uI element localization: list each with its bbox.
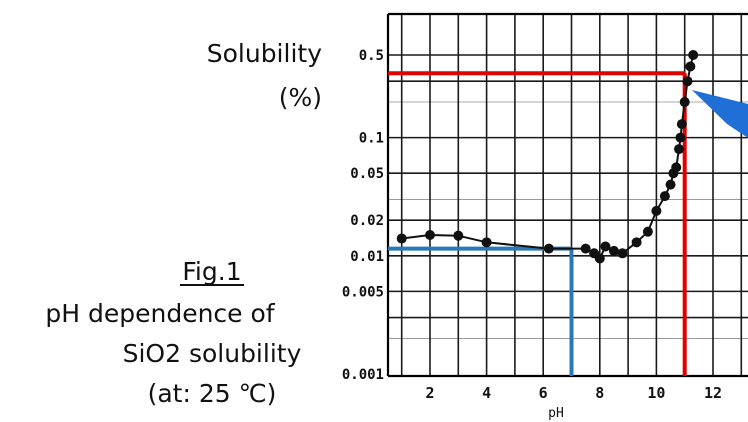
caption-line-2: SiO2 solubility (123, 339, 302, 368)
y-tick-label: 0.02 (350, 213, 384, 229)
caption-fig-label: Fig.1 (182, 257, 241, 286)
data-point (631, 237, 642, 248)
y-tick-label: 0.1 (359, 131, 384, 147)
callout-arrow-icon (692, 90, 748, 138)
y-tick-label: 0.05 (350, 166, 384, 182)
data-point (659, 191, 670, 202)
data-point (600, 241, 611, 252)
data-point (453, 230, 464, 241)
x-tick-labels: 2 4 6 8 10 12 (425, 384, 722, 402)
x-axis-label: pH (548, 406, 564, 421)
data-point (674, 144, 685, 155)
y-tick-labels: 0.5 0.1 0.05 0.02 0.01 0.005 0.001 (342, 48, 384, 383)
x-tick-label: 2 (425, 384, 434, 402)
data-point (580, 243, 591, 254)
data-point (425, 229, 435, 240)
caption-line-1: pH dependence of (45, 299, 275, 328)
x-tick-label: 4 (482, 384, 491, 402)
y-tick-label: 0.005 (342, 284, 384, 300)
data-point (543, 243, 554, 254)
data-point (665, 179, 676, 190)
data-point (671, 162, 682, 173)
y-tick-label: 0.01 (350, 249, 384, 265)
data-point (608, 245, 619, 256)
data-point (651, 205, 662, 216)
y-axis-title-line-1: Solubility (207, 39, 322, 68)
y-tick-label: 0.001 (342, 367, 384, 383)
data-point (676, 119, 687, 130)
data-point (682, 76, 693, 87)
data-point (642, 226, 653, 237)
y-tick-label: 0.5 (359, 48, 384, 64)
data-point (675, 132, 686, 143)
data-point (481, 237, 492, 248)
data-point (679, 97, 690, 108)
x-tick-label: 6 (539, 384, 548, 402)
data-point (594, 253, 605, 264)
x-tick-label: 12 (704, 384, 722, 402)
data-points (396, 50, 699, 264)
data-point (688, 50, 699, 60)
data-point (617, 248, 628, 259)
x-tick-label: 10 (647, 384, 665, 402)
reference-lines (388, 71, 687, 376)
data-point (396, 233, 407, 244)
y-axis-title-line-2: (%) (279, 83, 322, 112)
data-point (685, 61, 696, 72)
x-tick-label: 8 (595, 384, 604, 402)
caption-line-3: (at: 25 ℃) (148, 379, 277, 408)
